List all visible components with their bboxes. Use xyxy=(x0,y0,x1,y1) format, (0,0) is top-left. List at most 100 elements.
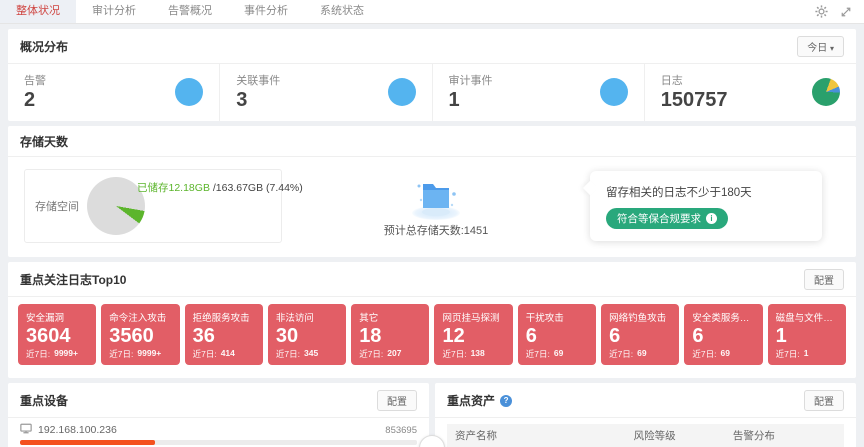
key-devices-title: 重点设备 xyxy=(20,394,69,408)
log-card-title: 安全漏洞 xyxy=(26,313,65,324)
chevron-down-icon: ▾ xyxy=(829,44,834,53)
gear-icon[interactable] xyxy=(815,5,828,18)
compliance-status-button[interactable]: 符合等保合规要求 i xyxy=(606,208,728,229)
log-card-干扰攻击[interactable]: 干扰攻击 6 近7日: 69 xyxy=(517,304,597,365)
tab-事件分析[interactable]: 事件分析 xyxy=(244,5,288,17)
help-icon[interactable]: ? xyxy=(500,394,513,407)
stat-label: 关联事件 xyxy=(236,75,281,87)
log-card-recent: 近7日: 138 xyxy=(442,348,485,359)
overview-title: 概况分布 xyxy=(20,40,69,54)
tab-整体状况[interactable]: 整体状况 xyxy=(0,0,76,23)
assets-col-header: 资产名称 xyxy=(447,424,626,447)
stat-circle-icon xyxy=(175,77,204,106)
compliance-tip-bubble: 留存相关的日志不少于180天 符合等保合规要求 i xyxy=(590,171,822,241)
tab-系统状态[interactable]: 系统状态 xyxy=(320,5,364,17)
log-card-recent: 近7日: 207 xyxy=(359,348,402,359)
log-card-value: 18 xyxy=(359,325,382,347)
log-card-value: 6 xyxy=(692,325,704,347)
storage-pie-chart xyxy=(87,177,145,235)
log-card-recent: 近7日: 9999+ xyxy=(109,348,162,359)
device-bar-fill xyxy=(20,440,155,445)
log-card-title: 网页挂马探测 xyxy=(442,313,500,324)
stat-value: 3 xyxy=(236,89,248,111)
log-card-recent: 近7日: 9999+ xyxy=(26,348,78,359)
storage-usage-caption: 已储存12.18GB /163.67GB (7.44%) xyxy=(137,182,303,194)
log-card-title: 网络钓鱼攻击 xyxy=(609,313,667,324)
storage-section: 存储天数 存储空间 已储存12.18GB /163.67GB (7.44%) xyxy=(8,126,856,257)
log-card-value: 6 xyxy=(525,325,537,347)
fullscreen-expand-icon[interactable] xyxy=(840,6,852,18)
stat-value: 2 xyxy=(24,89,36,111)
log-card-其它[interactable]: 其它 18 近7日: 207 xyxy=(351,304,430,365)
log-card-安全漏洞[interactable]: 安全漏洞 3604 近7日: 9999+ xyxy=(18,304,97,365)
overview-section: 概况分布 今日 ▾ 告警 2 关联事件 3 审计事件 1 日志 150757 xyxy=(8,29,856,121)
log-card-网络钓鱼攻击[interactable]: 网络钓鱼攻击 6 近7日: 69 xyxy=(601,304,680,365)
log-card-title: 干扰攻击 xyxy=(525,313,564,324)
stat-circle-icon xyxy=(387,77,416,106)
log-card-title: 命令注入攻击 xyxy=(109,313,167,324)
key-assets-config-button[interactable]: 配置 xyxy=(804,390,844,411)
top-logs-config-button[interactable]: 配置 xyxy=(804,269,844,290)
device-row: 192.168.100.236 853695 xyxy=(20,423,417,445)
storage-title: 存储天数 xyxy=(20,135,69,149)
stat-label: 告警 xyxy=(24,75,46,87)
device-bar-track xyxy=(20,440,417,445)
log-card-title: 其它 xyxy=(359,313,379,324)
log-card-recent: 近7日: 1 xyxy=(775,348,809,359)
log-card-非法访问[interactable]: 非法访问 30 近7日: 345 xyxy=(267,304,347,365)
stat-label: 日志 xyxy=(660,75,683,87)
log-card-网页挂马探测[interactable]: 网页挂马探测 12 近7日: 138 xyxy=(434,304,513,365)
top-logs-title: 重点关注日志Top10 xyxy=(20,273,127,287)
log-card-value: 36 xyxy=(192,325,215,347)
storage-days-caption: 预计总存储天数:1451 xyxy=(383,225,489,237)
stat-告警: 告警 2 xyxy=(8,64,221,121)
tab-告警概况[interactable]: 告警概况 xyxy=(168,5,212,17)
stat-日志: 日志 150757 xyxy=(645,64,856,121)
log-card-value: 30 xyxy=(275,325,299,347)
device-ip[interactable]: 192.168.100.236 xyxy=(38,424,117,436)
key-assets-title: 重点资产 xyxy=(447,394,496,408)
key-devices-config-button[interactable]: 配置 xyxy=(377,390,417,411)
log-card-recent: 近7日: 69 xyxy=(692,348,730,359)
log-card-安全类服务攻击[interactable]: 安全类服务攻击 6 近7日: 69 xyxy=(684,304,763,365)
storage-space-box: 存储空间 已储存12.18GB /163.67GB (7.44%) xyxy=(24,169,303,243)
log-card-value: 12 xyxy=(442,325,465,347)
log-card-title: 安全类服务攻击 xyxy=(692,313,755,324)
log-card-title: 非法访问 xyxy=(275,313,314,324)
log-card-recent: 近7日: 414 xyxy=(192,348,235,359)
info-icon: i xyxy=(706,213,717,224)
stat-label: 审计事件 xyxy=(448,75,493,87)
log-card-title: 磁盘与文件系... xyxy=(775,313,838,324)
top-logs-section: 重点关注日志Top10 配置 安全漏洞 3604 近7日: 9999+ 命令注入攻击 35… xyxy=(8,262,856,378)
assets-col-header: 告警分布 xyxy=(724,424,844,447)
log-pie-chart xyxy=(812,77,840,106)
log-card-拒绝服务攻击[interactable]: 拒绝服务攻击 36 近7日: 414 xyxy=(184,304,263,365)
log-card-value: 1 xyxy=(775,325,787,347)
stat-value: 150757 xyxy=(660,89,728,111)
compliance-tip-text: 留存相关的日志不少于180天 xyxy=(606,187,752,199)
device-monitor-icon xyxy=(20,423,32,437)
log-card-value: 3604 xyxy=(26,325,71,347)
log-card-命令注入攻击[interactable]: 命令注入攻击 3560 近7日: 9999+ xyxy=(101,304,180,365)
stat-关联事件: 关联事件 3 xyxy=(220,64,433,121)
log-card-recent: 近7日: 345 xyxy=(275,348,319,359)
log-card-value: 3560 xyxy=(109,325,154,347)
stat-value: 1 xyxy=(448,89,460,111)
log-card-recent: 近7日: 69 xyxy=(609,348,647,359)
storage-space-label: 存储空间 xyxy=(35,201,79,213)
log-card-title: 拒绝服务攻击 xyxy=(192,313,250,324)
log-card-value: 6 xyxy=(609,325,621,347)
top-tab-bar: 整体状况 审计分析 告警概况 事件分析 系统状态 xyxy=(0,0,864,24)
assets-col-header: 风险等级 xyxy=(625,424,725,447)
device-log-count: 853695 xyxy=(385,424,417,436)
log-card-recent: 近7日: 69 xyxy=(525,348,564,359)
folder-icon xyxy=(409,174,463,220)
log-card-磁盘与文件系...[interactable]: 磁盘与文件系... 1 近7日: 1 xyxy=(767,304,846,365)
stat-circle-icon xyxy=(599,77,628,106)
key-devices-section: 重点设备 配置 192.168.100.236 853695192.168.100… xyxy=(8,383,429,447)
time-filter-dropdown[interactable]: 今日 ▾ xyxy=(797,36,844,57)
stat-审计事件: 审计事件 1 xyxy=(433,64,645,121)
tab-审计分析[interactable]: 审计分析 xyxy=(92,5,136,17)
